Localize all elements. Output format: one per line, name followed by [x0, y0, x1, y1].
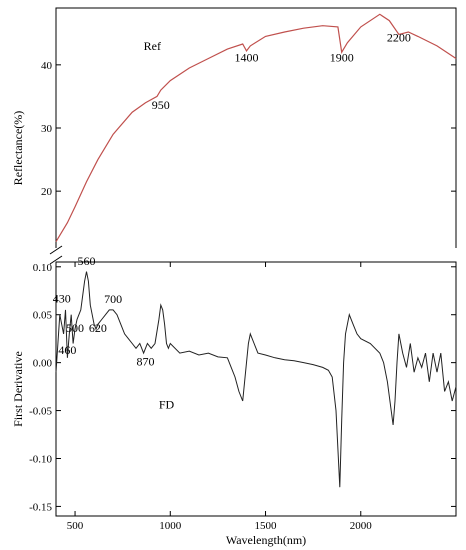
peak-annotation: 1900	[330, 51, 354, 65]
axis-break-mark	[49, 245, 63, 265]
wavelength-annotation: 870	[137, 355, 155, 369]
x-tick-label: 500	[67, 520, 84, 532]
wavelength-annotation: 500	[66, 321, 84, 335]
wavelength-annotation: 620	[89, 321, 107, 335]
first-derivative-curve	[55, 271, 457, 488]
first-derivative-y-axis-label: First Derivative	[11, 351, 25, 427]
reflectance-y-ticks: 20 30 40	[41, 60, 456, 198]
first-derivative-annotations: 560 430 700 500 620 460 870	[53, 254, 155, 369]
peak-annotation: 950	[152, 98, 170, 112]
wavelength-annotation: 560	[77, 254, 95, 268]
x-tick-label: 1000	[159, 520, 182, 532]
x-tick-label: 1500	[255, 520, 278, 532]
y-tick-label: 0.00	[33, 358, 53, 370]
y-tick-label: 20	[41, 186, 53, 198]
first-derivative-panel: -0.15 -0.10 -0.05 0.00 0.05 0.10 500 1000 1500 2…	[11, 254, 457, 547]
wavelength-annotation: 430	[53, 291, 71, 305]
y-tick-label: 0.10	[33, 262, 53, 274]
wavelength-x-axis-label: Wavelength(nm)	[226, 533, 306, 547]
wavelength-annotation: 700	[104, 292, 122, 306]
reflectance-y-axis-label: Reflectance(%)	[11, 111, 25, 186]
wavelength-x-ticks: 500 1000 1500 2000	[67, 262, 372, 532]
y-tick-label: 40	[41, 60, 53, 72]
y-tick-label: 0.05	[33, 310, 53, 322]
first-derivative-y-ticks: -0.15 -0.10 -0.05 0.00 0.05 0.10	[29, 262, 456, 513]
first-derivative-axis-frame	[55, 261, 457, 517]
axis-break-stroke	[49, 245, 63, 255]
y-tick-label: -0.15	[29, 501, 52, 513]
axis-break-stroke	[49, 255, 63, 265]
reflectance-curve	[55, 13, 457, 243]
y-tick-label: -0.10	[29, 453, 52, 465]
y-tick-label: -0.05	[29, 406, 52, 418]
reflectance-panel: 20 30 40 Reflectance(%) Ref 950 1400 1900 220…	[11, 7, 457, 248]
peak-annotation: 2200	[387, 30, 411, 44]
fd-series-label: FD	[159, 398, 175, 412]
wavelength-annotation: 460	[58, 343, 76, 357]
y-tick-label: 30	[41, 123, 53, 135]
reflectance-annotations: 950 1400 1900 2200	[152, 30, 411, 112]
x-tick-label: 2000	[350, 520, 373, 532]
peak-annotation: 1400	[234, 51, 258, 65]
ref-series-label: Ref	[144, 39, 161, 53]
